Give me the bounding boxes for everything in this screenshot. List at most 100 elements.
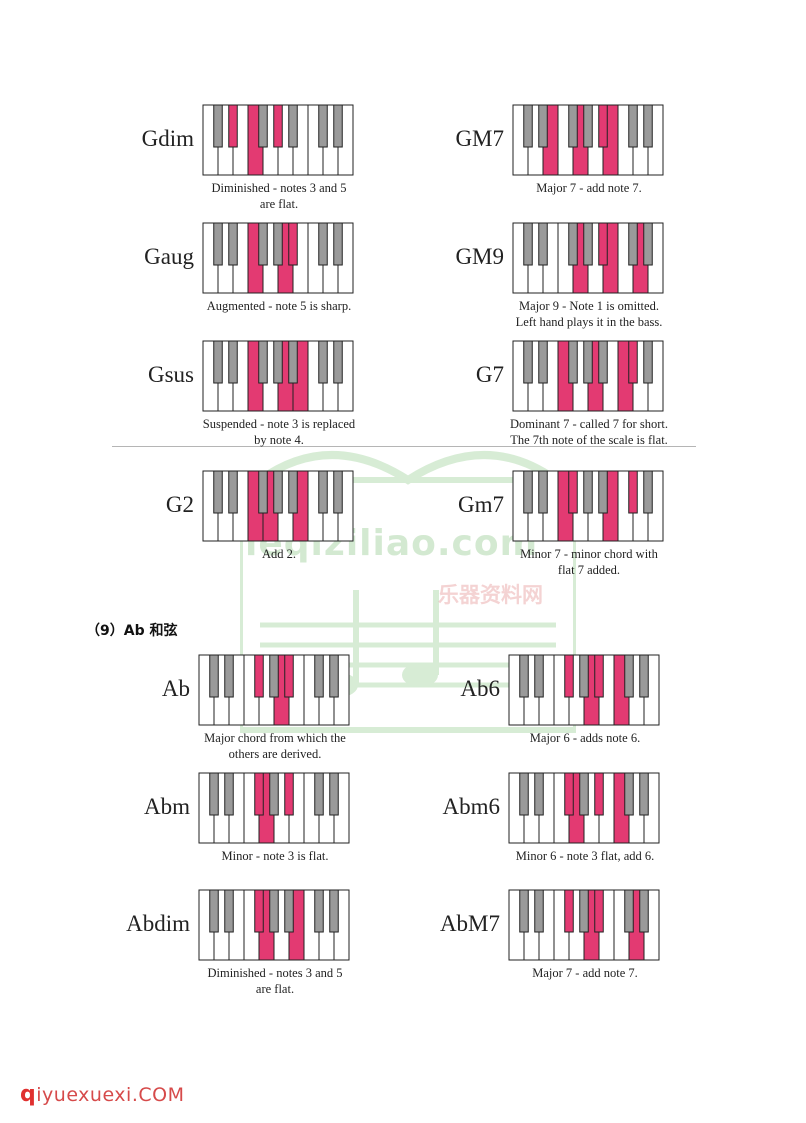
black-key [228, 222, 238, 266]
black-key [583, 340, 593, 384]
piano-keyboard [512, 222, 664, 294]
caption-line: Major 7 - add note 7. [532, 966, 638, 980]
black-key [228, 470, 238, 514]
chord-name: Gsus [147, 362, 194, 387]
chord-caption: Augmented - note 5 is sharp. [170, 298, 388, 314]
caption-line: are flat. [255, 982, 295, 996]
caption-line: Add 2. [261, 547, 297, 561]
black-key [288, 470, 298, 514]
black-key-highlighted [254, 654, 264, 698]
black-key-highlighted [598, 104, 608, 148]
chord-diagram: G7 Dominant 7 - called 7 for short. The 7t… [420, 340, 750, 458]
black-key [628, 222, 638, 266]
chord-name: AbM7 [439, 911, 500, 936]
chord-name: Gdim [141, 126, 194, 151]
black-key [329, 772, 339, 816]
black-key-highlighted [254, 772, 264, 816]
black-key [333, 470, 343, 514]
black-key [288, 104, 298, 148]
black-key [318, 340, 328, 384]
caption-line: flat 7 added. [557, 563, 621, 577]
black-key [314, 654, 324, 698]
caption-line: The 7th note of the scale is flat. [510, 433, 668, 447]
black-key [213, 470, 223, 514]
black-key [329, 889, 339, 933]
black-key [224, 772, 234, 816]
black-key-highlighted [228, 104, 238, 148]
black-key [273, 470, 283, 514]
piano-keyboard [198, 772, 350, 844]
black-key [209, 889, 219, 933]
black-key [568, 222, 578, 266]
black-key [643, 340, 653, 384]
black-key-highlighted [568, 470, 578, 514]
black-key [568, 340, 578, 384]
chord-diagram: Abm Minor - note 3 is flat. [106, 772, 436, 890]
chord-diagram: Gsus Suspended - note 3 is replaced by not… [110, 340, 440, 458]
black-key-highlighted [628, 340, 638, 384]
chord-diagram: GM7 Major 7 - add note 7. [420, 104, 750, 222]
black-key [258, 340, 268, 384]
watermark-graphic [240, 451, 576, 733]
piano-keyboard [202, 222, 354, 294]
black-key [523, 470, 533, 514]
black-key [333, 104, 343, 148]
black-key [333, 340, 343, 384]
chord-caption: Minor 6 - note 3 flat, add 6. [476, 848, 694, 864]
caption-line: Minor 6 - note 3 flat, add 6. [515, 849, 655, 863]
chord-caption: Minor - note 3 is flat. [166, 848, 384, 864]
chord-name: Gm7 [458, 492, 504, 517]
piano-keyboard [508, 889, 660, 961]
chord-name: Ab [161, 676, 190, 701]
black-key [209, 654, 219, 698]
black-key [269, 772, 279, 816]
black-key-highlighted [284, 772, 294, 816]
chord-name: G2 [165, 492, 194, 517]
chord-caption: Diminished - notes 3 and 5 are flat. [166, 965, 384, 997]
black-key [224, 889, 234, 933]
black-key [643, 222, 653, 266]
black-key [209, 772, 219, 816]
black-key-highlighted [564, 654, 574, 698]
caption-line: by note 4. [254, 433, 304, 447]
piano-keyboard [198, 889, 350, 961]
caption-line: Suspended - note 3 is replaced [202, 417, 356, 431]
black-key-highlighted [284, 654, 294, 698]
footer-logo-q: q [20, 1082, 37, 1107]
black-key-highlighted [594, 889, 604, 933]
piano-keyboard [198, 654, 350, 726]
caption-line: Major chord from which the [204, 731, 346, 745]
piano-keyboard [202, 340, 354, 412]
chord-caption: Diminished - notes 3 and 5 are flat. [170, 180, 388, 212]
black-key [273, 340, 283, 384]
black-key [269, 654, 279, 698]
chord-diagram: Ab Major chord from which the others are d… [106, 654, 436, 772]
chord-caption: Major 9 - Note 1 is omitted. Left hand pl… [480, 298, 698, 330]
black-key [333, 222, 343, 266]
black-key [579, 772, 589, 816]
black-key [258, 222, 268, 266]
chord-caption: Major 6 - adds note 6. [476, 730, 694, 746]
black-key [523, 104, 533, 148]
footer-logo-text: iyuexuexi.COM [36, 1084, 185, 1106]
black-key [519, 654, 529, 698]
black-key [284, 889, 294, 933]
chord-name: GM7 [455, 126, 504, 151]
caption-line: Dominant 7 - called 7 for short. [510, 417, 668, 431]
black-key [538, 470, 548, 514]
watermark-subtext: 乐器资料网 [438, 583, 543, 607]
chord-name: Ab6 [460, 676, 500, 701]
black-key [534, 889, 544, 933]
black-key [523, 222, 533, 266]
caption-line: Diminished - notes 3 and 5 [207, 966, 343, 980]
piano-keyboard [512, 340, 664, 412]
black-key [258, 104, 268, 148]
chord-caption: Dominant 7 - called 7 for short. The 7th … [480, 416, 698, 448]
black-key [523, 340, 533, 384]
piano-keyboard [202, 470, 354, 542]
caption-line: Left hand plays it in the bass. [515, 315, 663, 329]
black-key [624, 772, 634, 816]
chord-name: Gaug [144, 244, 194, 269]
black-key [224, 654, 234, 698]
caption-line: Major 6 - adds note 6. [529, 731, 641, 745]
